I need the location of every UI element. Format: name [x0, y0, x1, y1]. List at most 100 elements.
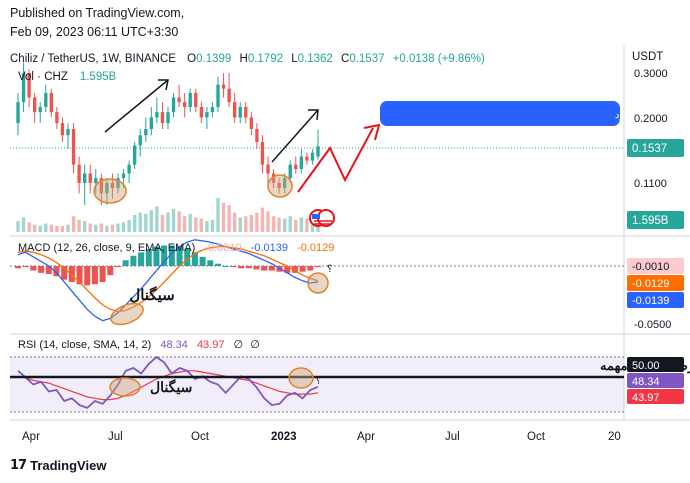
time-tick: Oct: [191, 431, 210, 443]
candle-body: [266, 164, 270, 174]
rsi-badge: [627, 357, 684, 372]
volume-bar: [21, 217, 26, 232]
forecast-path[interactable]: [297, 123, 381, 193]
macd-histogram: [15, 245, 321, 286]
candle-body: [21, 73, 26, 103]
candle-body: [310, 152, 315, 161]
candle-body: [260, 141, 265, 165]
macd-hist-bar: [176, 246, 183, 266]
volume-bar: [66, 224, 70, 232]
volume-badge-text: 1.595B: [632, 215, 669, 227]
candle-body: [110, 183, 115, 189]
macd-hist-bar: [22, 266, 29, 268]
price-tick: 0.3000: [634, 68, 668, 80]
volume-bar: [138, 212, 142, 232]
highlight-circle[interactable]: [93, 178, 127, 204]
volume-bar: [55, 225, 59, 232]
candle-body: [99, 178, 103, 194]
candle-body: [94, 178, 98, 183]
volume-bar: [116, 223, 120, 232]
rsi-line: [17, 355, 319, 409]
volume-bar: [127, 219, 131, 232]
highlight-circle[interactable]: [267, 174, 293, 198]
candle-body: [194, 92, 198, 108]
time-tick: 20: [608, 431, 621, 443]
price-tick: 0.2000: [634, 113, 668, 125]
candle-body: [305, 156, 309, 161]
macd-line: [17, 239, 319, 322]
last-price-text: 0.1537: [632, 143, 667, 155]
macd-hist-bar: [299, 266, 306, 272]
tradingview-logo-icon: 17: [10, 458, 27, 473]
macd-hist-bar: [107, 266, 114, 276]
volume-bar: [27, 222, 31, 232]
annotation-box[interactable]: ما در صورت صعودی بودن مسیر بدون نوسان نخ…: [380, 101, 690, 126]
volume-bar: [155, 206, 159, 232]
signal-line: [17, 245, 319, 313]
trend-arrow-2[interactable]: [271, 109, 319, 163]
time-tick: Oct: [527, 431, 546, 443]
volume-bar: [288, 216, 292, 232]
candle-body: [249, 117, 253, 130]
volume-bar: [238, 217, 242, 232]
candle-body: [138, 135, 142, 146]
volume-bar: [255, 212, 259, 232]
svg-text:-0.0139: -0.0139: [632, 295, 669, 307]
symbol-label: Chiliz / TetherUS, 1W, BINANCE: [10, 53, 176, 65]
candle-body: [271, 173, 276, 183]
published-date: Feb 09, 2023 06:11 UTC+3:30: [10, 25, 179, 39]
macd-hist-bar: [122, 260, 129, 266]
volume-bar: [38, 225, 42, 232]
highlight-circle[interactable]: [288, 367, 314, 389]
volume-bar: [60, 225, 65, 232]
volume-bar: [88, 223, 92, 232]
time-tick: Jul: [445, 431, 460, 443]
macd-hist-bar: [99, 266, 106, 282]
highlight-circle[interactable]: [307, 272, 329, 294]
time-tick: 2023: [271, 431, 297, 443]
volume-bar: [299, 217, 303, 232]
candle-body: [133, 145, 137, 165]
flag-icon[interactable]: [309, 209, 335, 227]
volume-bar: [77, 219, 81, 232]
volume-bar: [49, 224, 53, 232]
volume-bar: [171, 208, 176, 232]
tradingview-logo[interactable]: 17 TradingView: [10, 458, 106, 473]
volume-bar: [266, 211, 270, 232]
rsi-signal-annotation: سیگنال: [150, 379, 192, 395]
macd-hist-bar: [115, 266, 121, 268]
volume-bar: [166, 212, 170, 232]
candle-body: [55, 112, 59, 124]
volume-bar: [71, 216, 76, 232]
candle-body: [316, 146, 320, 157]
candle-body: [83, 173, 87, 183]
highlight-circle[interactable]: [108, 299, 146, 328]
price-tick: 0.1100: [634, 178, 667, 190]
macd-hist-bar: [91, 266, 98, 285]
volume-bar: [210, 219, 215, 232]
candle-body: [88, 173, 92, 183]
volume-bar: [99, 223, 103, 232]
volume-bar: [305, 218, 309, 232]
trend-arrow-1[interactable]: [104, 79, 169, 133]
annotation-text: ما در صورت صعودی بودن مسیر بدون نوسان نخ…: [615, 110, 690, 121]
rsi-badge: [627, 373, 684, 388]
volume-bar: [160, 215, 165, 232]
candle-body: [238, 107, 242, 118]
macd-hist-bar: [261, 266, 268, 271]
macd-hist-bar: [222, 266, 229, 267]
candle-body: [177, 97, 181, 103]
volume-bar: [188, 213, 192, 232]
rsi-badge: [627, 389, 684, 404]
candle-body: [221, 84, 226, 89]
macd-hist-bar: [130, 255, 137, 266]
volume-bars: [16, 198, 320, 232]
macd-hist-bar: [45, 266, 52, 274]
candle-body: [27, 73, 31, 98]
macd-hist-bar: [68, 266, 75, 282]
volume-bar: [283, 218, 287, 232]
highlight-circle[interactable]: [109, 377, 141, 397]
volume-bar: [121, 222, 126, 232]
